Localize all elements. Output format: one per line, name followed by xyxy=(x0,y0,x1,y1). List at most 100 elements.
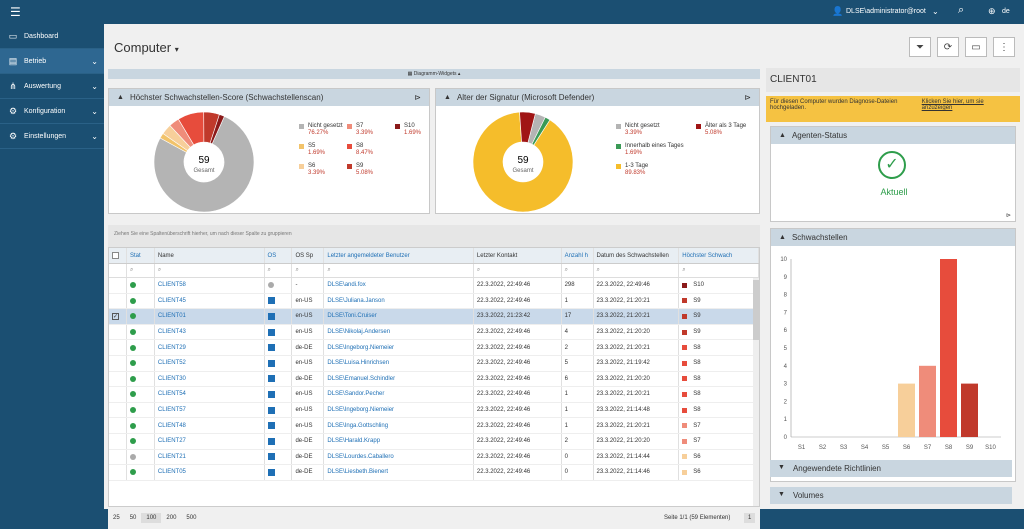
user-link[interactable]: DLSE\Sandor.Pecher xyxy=(327,391,385,398)
table-row[interactable]: CLIENT45 en-US DLSE\Juliana.Janson 22.3.202… xyxy=(109,293,759,310)
legend-item[interactable]: S7 3.39% xyxy=(347,123,373,137)
computer-name-link[interactable]: CLIENT01 xyxy=(157,313,186,320)
language-label[interactable]: de xyxy=(1002,8,1010,15)
refresh-button[interactable]: ⟳ xyxy=(937,37,959,57)
legend-item[interactable]: S5 1.69% xyxy=(299,143,325,157)
computer-name-link[interactable]: CLIENT43 xyxy=(157,329,186,336)
legend-item[interactable]: Älter als 3 Tage 5.08% xyxy=(696,123,746,137)
row-checkbox[interactable] xyxy=(112,469,119,476)
select-all-checkbox[interactable] xyxy=(109,248,127,263)
search-icon[interactable]: ⌕ xyxy=(958,4,965,16)
row-checkbox[interactable] xyxy=(112,375,119,382)
row-checkbox[interactable] xyxy=(112,422,119,429)
user-link[interactable]: DLSE\Liesbeth.Bienert xyxy=(327,469,389,476)
legend-item[interactable]: S6 3.39% xyxy=(299,163,325,177)
table-row[interactable]: CLIENT48 en-US DLSE\Inga.Gottschling 22.3.2… xyxy=(109,418,759,434)
volumes-panel-header[interactable]: ▼ Volumes xyxy=(770,487,1012,504)
column-header[interactable]: OS Sp xyxy=(292,248,325,263)
scrollbar[interactable] xyxy=(753,278,759,506)
row-checkbox[interactable]: ✓ xyxy=(112,312,119,320)
user-link[interactable]: DLSE\Juliana.Janson xyxy=(327,297,385,304)
user-link[interactable]: DLSE\Emanuel.Schindler xyxy=(327,375,396,382)
user-link[interactable]: DLSE\Inga.Gottschling xyxy=(327,422,389,429)
page-size-option[interactable]: 500 xyxy=(186,515,197,521)
legend-item[interactable]: S8 8.47% xyxy=(347,143,373,157)
table-row[interactable]: CLIENT30 de-DE DLSE\Emanuel.Schindler 22.3.… xyxy=(109,371,759,388)
column-header[interactable]: Höchster Schwach xyxy=(679,248,759,263)
computer-name-link[interactable]: CLIENT57 xyxy=(157,407,186,414)
sidebar-item-konfiguration[interactable]: ⚙ Konfiguration ⌄ xyxy=(0,99,104,124)
sidebar-item-dashboard[interactable]: ▭ Dashboard xyxy=(0,24,104,49)
table-row[interactable]: CLIENT21 de-DE DLSE\Lourdes.Caballero 22.3.… xyxy=(109,449,759,466)
play-icon[interactable]: ⊳ xyxy=(414,93,421,102)
policies-panel-header[interactable]: ▼ Angewendete Richtlinien xyxy=(770,460,1012,477)
legend-item[interactable]: S10 1.69% xyxy=(395,123,421,137)
computer-name-link[interactable]: CLIENT48 xyxy=(157,422,186,429)
row-checkbox[interactable] xyxy=(112,360,119,367)
sidebar-item-einstellungen[interactable]: ⚙ Einstellungen ⌄ xyxy=(0,124,104,149)
page-title[interactable]: Computer ▾ xyxy=(114,40,179,55)
table-row[interactable]: ✓ CLIENT01 en-US DLSE\Toni.Cruiser 23.3.2022… xyxy=(109,309,759,325)
computer-name-link[interactable]: CLIENT58 xyxy=(157,282,186,289)
row-checkbox[interactable] xyxy=(112,391,119,398)
column-header[interactable]: Anzahl h xyxy=(562,248,594,263)
column-header[interactable]: Datum des Schwachstellen xyxy=(594,248,680,263)
bar-s6[interactable] xyxy=(898,383,915,437)
row-checkbox[interactable] xyxy=(112,453,119,460)
pie-slice-s10[interactable] xyxy=(209,114,225,145)
widgets-toggle-bar[interactable]: ▦ Diagramm-Widgets ▴ xyxy=(108,69,760,79)
column-header[interactable]: OS xyxy=(265,248,293,263)
hamburger-icon[interactable]: ☰ xyxy=(10,5,21,19)
filter-button[interactable]: ⏷ xyxy=(909,37,931,57)
column-header[interactable]: Name xyxy=(155,248,265,263)
table-row[interactable]: CLIENT43 en-US DLSE\Nikolaj.Andersen 22.3.2… xyxy=(109,324,759,341)
table-row[interactable]: CLIENT52 en-US DLSE\Luisa.Hinrichsen 22.3.2… xyxy=(109,355,759,372)
table-row[interactable]: CLIENT29 de-DE DLSE\Ingeborg.Niemeier 22.3.… xyxy=(109,340,759,356)
diagnostic-link[interactable]: Klicken Sie hier, um sie anzuzeigen xyxy=(921,99,984,111)
group-hint[interactable]: Ziehen Sie eine Spaltenüberschrift hierh… xyxy=(108,225,760,247)
pie-slice--lter-als-3-tage[interactable] xyxy=(519,111,536,143)
computer-name-link[interactable]: CLIENT27 xyxy=(157,438,186,445)
column-filter[interactable]: ⌕ xyxy=(292,264,325,277)
globe-icon[interactable]: ⊕ xyxy=(988,6,996,16)
legend-item[interactable]: Innerhalb eines Tages 1.69% xyxy=(616,143,684,157)
user-link[interactable]: DLSE\andi.fox xyxy=(327,282,366,289)
panel-header[interactable]: ▲ Schwachstellen xyxy=(771,229,1015,246)
row-checkbox[interactable] xyxy=(112,297,119,304)
computer-name-link[interactable]: CLIENT29 xyxy=(157,344,186,351)
column-filter[interactable]: ⌕ xyxy=(474,264,562,277)
computer-name-link[interactable]: CLIENT52 xyxy=(157,360,186,367)
column-header[interactable]: Letzter angemeldeter Benutzer xyxy=(324,248,474,263)
table-row[interactable]: CLIENT57 en-US DLSE\Ingeborg.Niemeier 22.3.… xyxy=(109,402,759,419)
column-filter[interactable]: ⌕ xyxy=(679,264,759,277)
chevron-down-icon[interactable]: ⌄ xyxy=(932,7,939,16)
column-filter[interactable]: ⌕ xyxy=(265,264,293,277)
row-checkbox[interactable] xyxy=(112,407,119,414)
table-row[interactable]: CLIENT27 de-DE DLSE\Harald.Krapp 22.3.2022,… xyxy=(109,433,759,450)
bar-s8[interactable] xyxy=(940,259,957,437)
play-icon[interactable]: ⊳ xyxy=(1005,213,1011,219)
column-filter[interactable]: ⌕ xyxy=(562,264,594,277)
page-number-button[interactable]: 1 xyxy=(744,513,756,523)
column-header[interactable]: Stat xyxy=(127,248,155,263)
user-link[interactable]: DLSE\Harald.Krapp xyxy=(327,438,381,445)
sidebar-item-betrieb[interactable]: ▤ Betrieb ⌄ xyxy=(0,49,104,74)
legend-item[interactable]: 1-3 Tage 89.83% xyxy=(616,163,648,177)
panel-header[interactable]: ▲ Alter der Signatur (Microsoft Defender)… xyxy=(436,89,759,106)
pie-slice-nicht-gesetzt[interactable] xyxy=(153,115,255,213)
user-link[interactable]: DLSE\Ingeborg.Niemeier xyxy=(327,407,395,414)
computer-name-link[interactable]: CLIENT54 xyxy=(157,391,186,398)
page-size-option[interactable]: 50 xyxy=(129,515,137,521)
panel-header[interactable]: ▲ Höchster Schwachstellen-Score (Schwachs… xyxy=(109,89,429,106)
play-icon[interactable]: ⊳ xyxy=(744,93,751,102)
computer-name-link[interactable]: CLIENT45 xyxy=(157,297,186,304)
user-link[interactable]: DLSE\Luisa.Hinrichsen xyxy=(327,360,390,367)
column-filter[interactable]: ⌕ xyxy=(324,264,474,277)
bar-s7[interactable] xyxy=(919,365,936,437)
row-checkbox[interactable] xyxy=(112,282,119,289)
user-link[interactable]: DLSE\Ingeborg.Niemeier xyxy=(327,344,395,351)
pie-slice-1-3-tage[interactable] xyxy=(472,111,574,213)
row-checkbox[interactable] xyxy=(112,438,119,445)
page-size-option[interactable]: 25 xyxy=(113,515,120,521)
layout-button[interactable]: ▭ xyxy=(965,37,987,57)
